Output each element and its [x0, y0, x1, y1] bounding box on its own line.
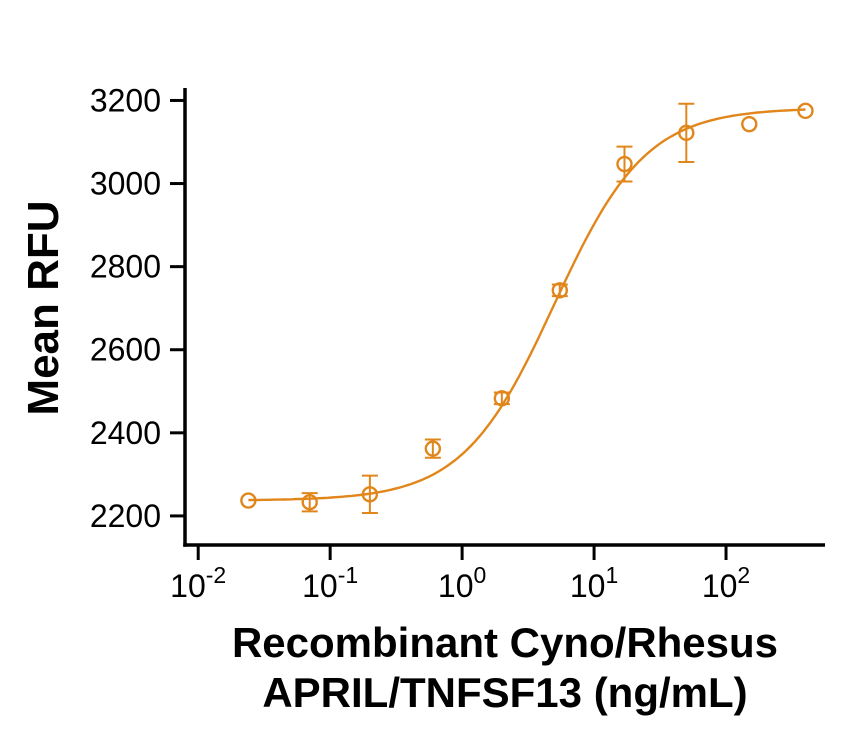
data-point	[797, 102, 814, 120]
x-tick-label: 102	[702, 562, 750, 604]
data-point	[424, 440, 442, 457]
y-axis-title: Mean RFU	[19, 200, 68, 416]
data-point	[678, 124, 695, 142]
y-tick-label: 3200	[90, 82, 161, 118]
x-tick-label: 10-2	[170, 562, 226, 604]
y-tick-label: 2600	[90, 332, 161, 368]
x-tick-label: 101	[570, 562, 618, 604]
y-tick-label: 2800	[90, 249, 161, 285]
y-tick-label: 2400	[90, 415, 161, 451]
y-tick-label: 2200	[90, 498, 161, 534]
x-tick-label: 10-1	[302, 562, 358, 604]
fit-curve	[248, 108, 806, 502]
x-axis-title-line1: Recombinant Cyno/Rhesus	[231, 619, 779, 666]
data-point	[616, 155, 633, 173]
data-point	[301, 494, 318, 511]
data-point	[741, 115, 758, 133]
y-tick-label: 3000	[90, 166, 161, 202]
data-point	[551, 282, 569, 299]
x-axis-title-line2: APRIL/TNFSF13 (ng/mL)	[262, 668, 748, 716]
x-tick-label: 100	[438, 562, 486, 604]
x-axis-title: Recombinant Cyno/Rhesus APRIL/TNFSF13 (n…	[105, 618, 867, 717]
data-point	[240, 492, 257, 509]
data-point	[493, 390, 511, 407]
data-point	[361, 486, 379, 503]
